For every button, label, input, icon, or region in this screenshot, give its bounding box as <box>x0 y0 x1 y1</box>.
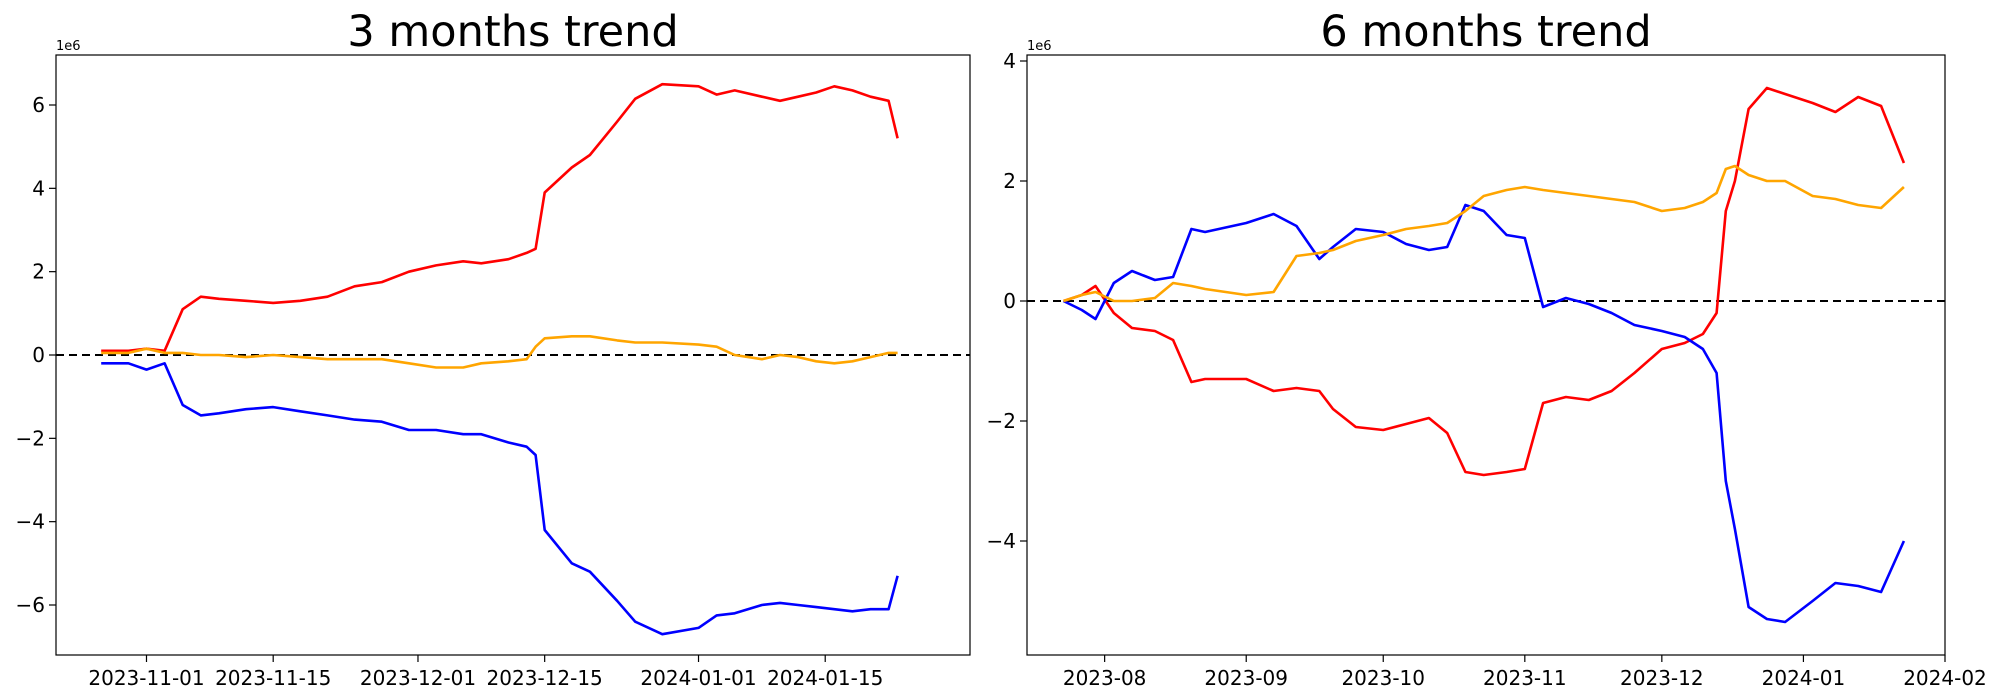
chart-title: 3 months trend <box>347 7 678 57</box>
series-line-2 <box>101 334 898 369</box>
tick-layer: 2023-11-01 2023-11-15 2023-12-01 2023-12-15… <box>16 93 884 690</box>
series-line-1 <box>1062 203 1906 624</box>
y-tick-label: −2 <box>16 426 45 450</box>
y-offset-label: 1e6 <box>1027 39 1052 54</box>
y-tick-label: 2 <box>1003 169 1016 193</box>
tick-layer: 2023-08 2023-09 2023-10 2023-11 2023-12 2024-… <box>987 49 1987 690</box>
x-tick-label: 2023-08 <box>1063 666 1147 690</box>
panel-6-months: 6 months trend 1e6 2023-08 2023-09 2023-10… <box>987 7 1987 690</box>
x-tick-label: 2024-01 <box>1762 666 1846 690</box>
series-layer <box>101 82 899 636</box>
y-tick-label: 6 <box>32 93 45 117</box>
x-tick-label: 2024-01-15 <box>767 666 883 690</box>
x-tick-label: 2023-11-01 <box>88 666 204 690</box>
series-layer <box>1062 86 1906 624</box>
x-tick-label: 2023-12-01 <box>360 666 476 690</box>
y-tick-label: −2 <box>987 409 1016 433</box>
x-tick-label: 2024-01-01 <box>640 666 756 690</box>
y-tick-label: 4 <box>32 176 45 200</box>
y-tick-label: 0 <box>32 343 45 367</box>
series-line-0 <box>1063 86 1906 477</box>
y-tick-label: 2 <box>32 260 45 284</box>
x-tick-label: 2023-11-15 <box>215 666 331 690</box>
x-tick-label: 2023-09 <box>1204 666 1288 690</box>
x-tick-label: 2023-12-15 <box>487 666 603 690</box>
series-line-0 <box>101 82 899 353</box>
y-tick-label: 0 <box>1003 289 1016 313</box>
chart-title: 6 months trend <box>1320 7 1651 57</box>
x-tick-label: 2023-11 <box>1483 666 1567 690</box>
series-line-1 <box>101 361 899 636</box>
x-tick-label: 2023-12 <box>1620 666 1704 690</box>
y-offset-label: 1e6 <box>56 39 81 54</box>
series-line-2 <box>1063 164 1905 303</box>
y-tick-label: 4 <box>1003 49 1016 73</box>
y-tick-label: −4 <box>987 529 1016 553</box>
y-tick-label: −6 <box>16 593 45 617</box>
y-tick-label: −4 <box>16 510 45 534</box>
panel-3-months: 3 months trend 1e6 2023-11-01 2023-11-15 2… <box>16 7 971 690</box>
x-tick-label: 2024-02 <box>1903 666 1987 690</box>
plot-frame <box>1026 54 1946 656</box>
x-tick-label: 2023-10 <box>1341 666 1425 690</box>
